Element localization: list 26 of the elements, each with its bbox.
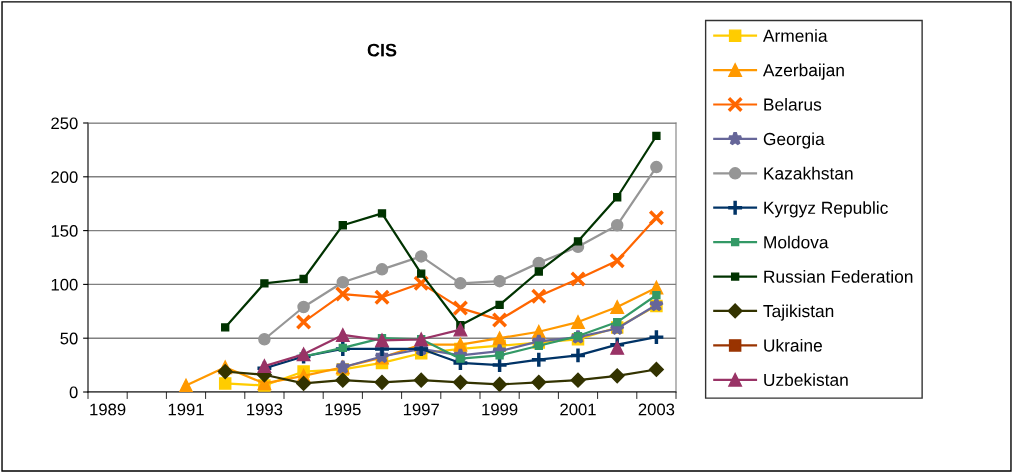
legend-label: Kyrgyz Republic: [764, 201, 888, 218]
x-tick-label: 1999: [482, 403, 518, 416]
y-tick-label: 0: [69, 386, 78, 399]
y-tick-label: 100: [51, 278, 78, 291]
x-tick-label: 2003: [638, 403, 675, 416]
legend-label: Georgia: [763, 132, 825, 149]
legend-label: Kazakhstan: [764, 166, 853, 180]
chart-title: CIS: [367, 43, 397, 57]
y-tick-label: 200: [51, 171, 78, 183]
legend-label: Uzbekistan: [764, 373, 848, 387]
x-tick-label: 1997: [403, 403, 439, 416]
y-tick-label: 50: [60, 332, 78, 345]
x-tick-label: 2001: [560, 403, 596, 416]
legend-label: Ukraine: [764, 338, 822, 352]
legend-label: Moldova: [764, 235, 829, 249]
legend-label: Armenia: [762, 29, 828, 42]
legend-label: Azerbaijan: [762, 63, 844, 80]
x-tick-label: 1989: [90, 403, 126, 416]
x-tick-label: 1991: [168, 403, 204, 416]
legend-label: Russian Federation: [764, 270, 913, 283]
x-tick-label: 1995: [325, 403, 361, 416]
legend-label: Belarus: [764, 97, 822, 111]
y-tick-label: 150: [51, 225, 78, 237]
x-tick-label: 1993: [247, 403, 283, 416]
y-tick-label: 250: [51, 117, 78, 130]
legend-label: Tajikistan: [763, 304, 834, 321]
